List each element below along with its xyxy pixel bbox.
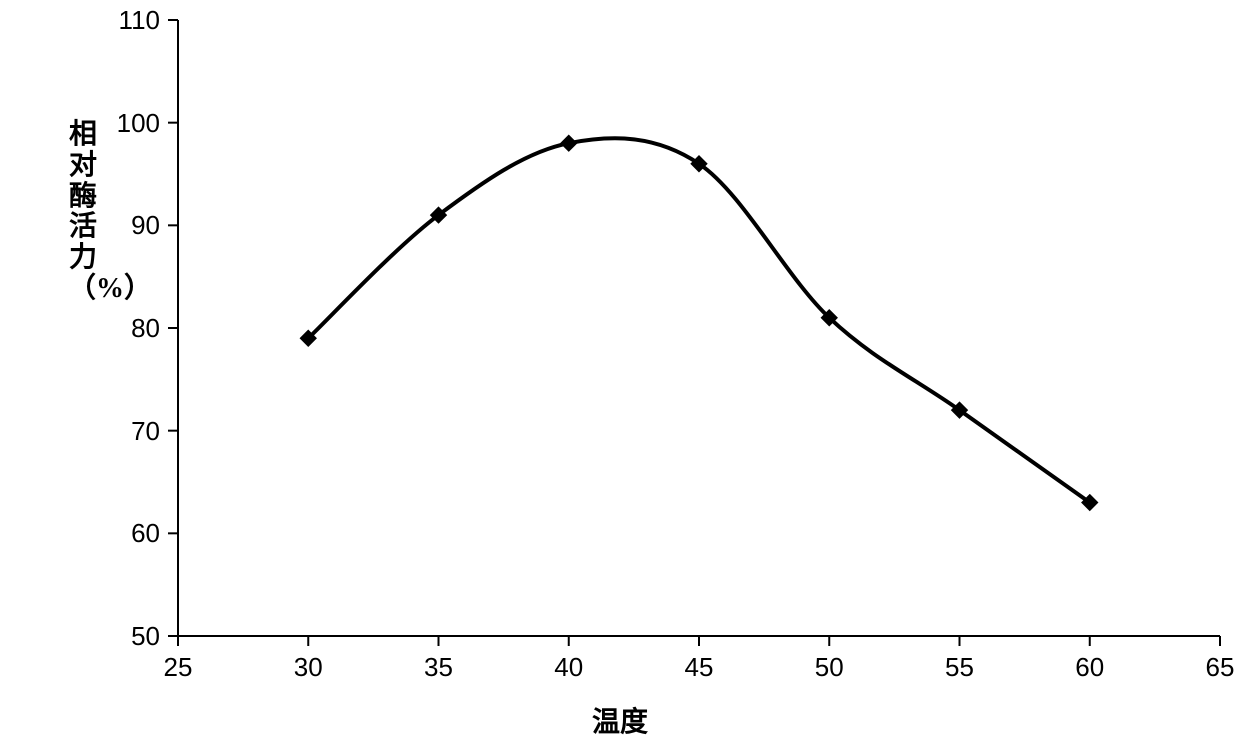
x-tick-label: 25 <box>158 652 198 683</box>
chart-svg <box>0 0 1240 749</box>
y-tick-label: 50 <box>131 621 160 652</box>
y-tick-label: 60 <box>131 518 160 549</box>
chart-container: 相对酶活力（%） 温度 5060708090100110253035404550… <box>0 0 1240 749</box>
x-tick-label: 40 <box>549 652 589 683</box>
y-tick-label: 110 <box>119 5 160 36</box>
x-tick-label: 35 <box>419 652 459 683</box>
x-tick-label: 45 <box>679 652 719 683</box>
y-tick-label: 90 <box>131 210 160 241</box>
y-tick-label: 100 <box>117 108 160 139</box>
data-marker <box>561 135 577 151</box>
y-tick-label: 80 <box>131 313 160 344</box>
x-tick-label: 60 <box>1070 652 1110 683</box>
x-tick-label: 50 <box>809 652 849 683</box>
x-tick-label: 55 <box>940 652 980 683</box>
x-tick-label: 65 <box>1200 652 1240 683</box>
y-tick-label: 70 <box>131 416 160 447</box>
data-line <box>308 138 1090 502</box>
x-tick-label: 30 <box>288 652 328 683</box>
